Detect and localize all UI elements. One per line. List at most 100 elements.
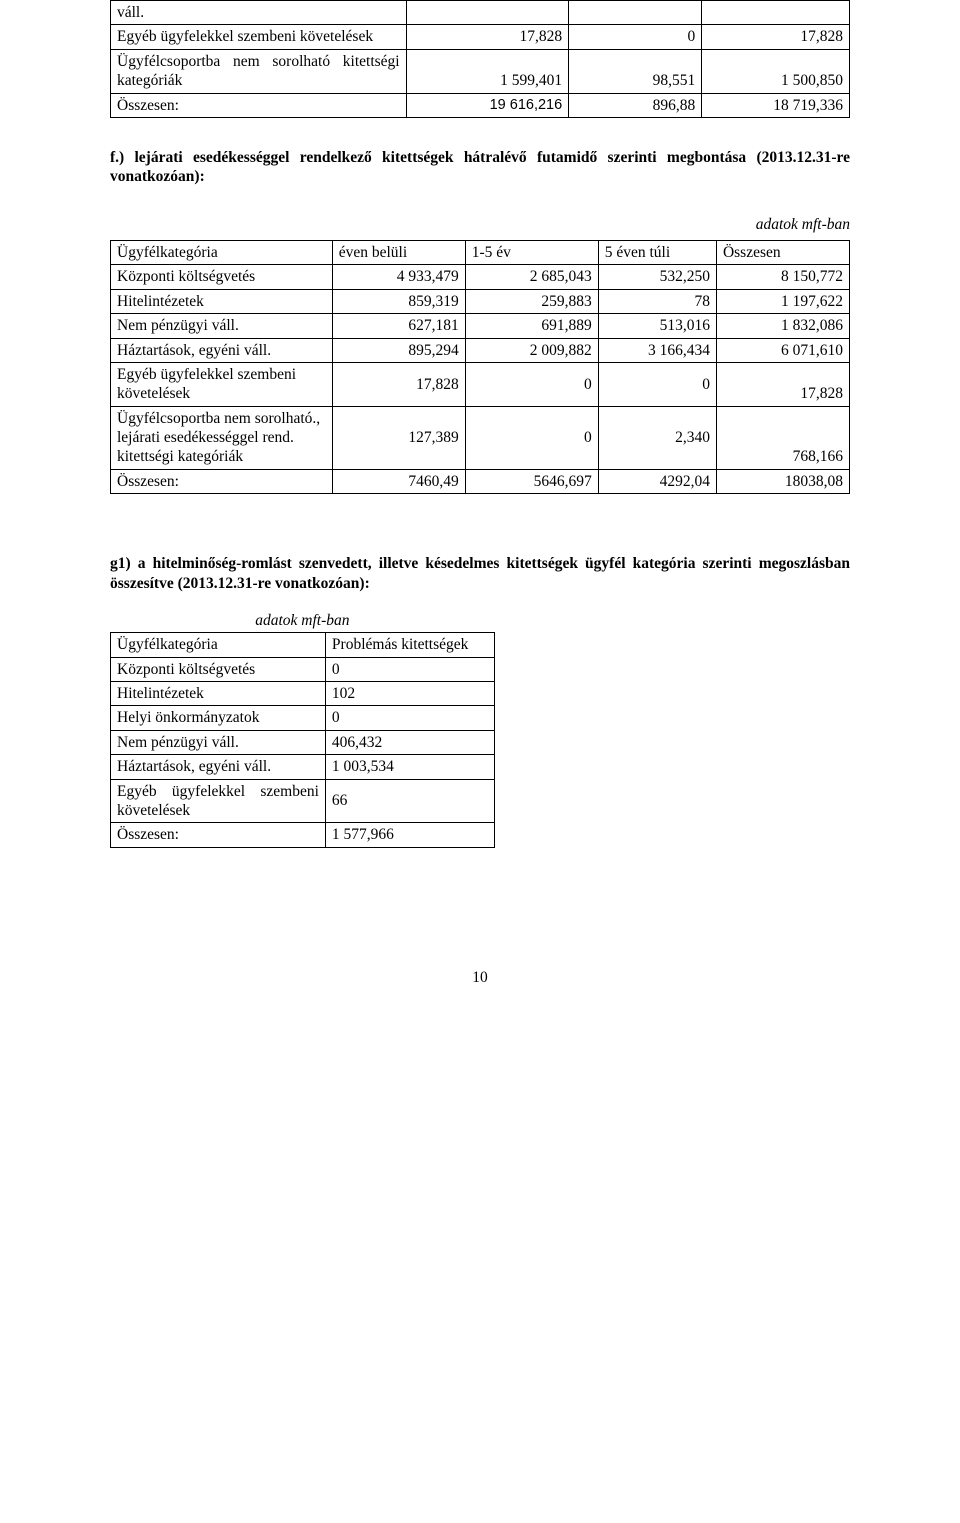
cell: 17,828 xyxy=(406,25,569,49)
table-row: Összesen: 1 577,966 xyxy=(111,823,495,847)
table-row: Nem pénzügyi váll. 627,181 691,889 513,0… xyxy=(111,314,850,338)
cell xyxy=(406,1,569,25)
table-row: Egyéb ügyfelekkel szembeni követelések 1… xyxy=(111,25,850,49)
cell: 406,432 xyxy=(325,730,494,754)
cell: 1 197,622 xyxy=(716,289,849,313)
row-label: Egyéb ügyfelekkel szembeni követelések xyxy=(111,362,333,406)
col-header: Problémás kitettségek xyxy=(325,633,494,657)
cell: 7460,49 xyxy=(332,469,465,493)
table-row: Nem pénzügyi váll. 406,432 xyxy=(111,730,495,754)
col-header: 5 éven túli xyxy=(598,241,716,265)
cell: 8 150,772 xyxy=(716,265,849,289)
row-label: Ügyfélcsoportba nem sorolható., lejárati… xyxy=(111,406,333,469)
cell: 5646,697 xyxy=(465,469,598,493)
row-label: Összesen: xyxy=(111,93,407,117)
table-1: váll. Egyéb ügyfelekkel szembeni követel… xyxy=(110,0,850,118)
cell xyxy=(702,1,850,25)
table-row: váll. xyxy=(111,1,850,25)
col-header: Összesen xyxy=(716,241,849,265)
table-row: Központi költségvetés 0 xyxy=(111,657,495,681)
col-header: 1-5 év xyxy=(465,241,598,265)
row-label: Ügyfélcsoportba nem sorolható kitettségi… xyxy=(111,49,407,93)
row-label: Háztartások, egyéni váll. xyxy=(111,755,326,779)
cell: 0 xyxy=(598,362,716,406)
table-row: Hitelintézetek 859,319 259,883 78 1 197,… xyxy=(111,289,850,313)
cell: 895,294 xyxy=(332,338,465,362)
cell: 0 xyxy=(325,706,494,730)
row-label: Összesen: xyxy=(111,823,326,847)
cell: 18 719,336 xyxy=(702,93,850,117)
col-header: Ügyfélkategória xyxy=(111,633,326,657)
table-header-row: Ügyfélkategória Problémás kitettségek xyxy=(111,633,495,657)
section-f-heading: f.) lejárati esedékességgel rendelkező k… xyxy=(110,148,850,187)
cell: 4292,04 xyxy=(598,469,716,493)
table-row: Hitelintézetek 102 xyxy=(111,682,495,706)
cell: 768,166 xyxy=(716,406,849,469)
table-row: Ügyfélcsoportba nem sorolható kitettségi… xyxy=(111,49,850,93)
page: váll. Egyéb ügyfelekkel szembeni követel… xyxy=(0,0,960,1047)
unit-label: adatok mft-ban xyxy=(110,611,495,630)
cell: 1 003,534 xyxy=(325,755,494,779)
cell: 259,883 xyxy=(465,289,598,313)
section-g1-heading: g1) a hitelminőség-romlást szenvedett, i… xyxy=(110,554,850,593)
table-row: Ügyfélcsoportba nem sorolható., lejárati… xyxy=(111,406,850,469)
cell: 98,551 xyxy=(569,49,702,93)
row-label: Háztartások, egyéni váll. xyxy=(111,338,333,362)
table-row: Egyéb ügyfelekkel szembeni követelések 1… xyxy=(111,362,850,406)
table-row: Háztartások, egyéni váll. 895,294 2 009,… xyxy=(111,338,850,362)
cell: 1 500,850 xyxy=(702,49,850,93)
cell: 18038,08 xyxy=(716,469,849,493)
table-3: Ügyfélkategória Problémás kitettségek Kö… xyxy=(110,632,495,847)
cell: 0 xyxy=(465,406,598,469)
cell: 0 xyxy=(325,657,494,681)
cell: 66 xyxy=(325,779,494,823)
cell: 2 685,043 xyxy=(465,265,598,289)
cell xyxy=(569,1,702,25)
col-header: Ügyfélkategória xyxy=(111,241,333,265)
table-row: Központi költségvetés 4 933,479 2 685,04… xyxy=(111,265,850,289)
cell: 4 933,479 xyxy=(332,265,465,289)
cell: 17,828 xyxy=(332,362,465,406)
page-number: 10 xyxy=(110,968,850,987)
table-header-row: Ügyfélkategória éven belüli 1-5 év 5 éve… xyxy=(111,241,850,265)
cell: 513,016 xyxy=(598,314,716,338)
row-label: Központi költségvetés xyxy=(111,657,326,681)
row-label: Központi költségvetés xyxy=(111,265,333,289)
row-label: Nem pénzügyi váll. xyxy=(111,730,326,754)
row-label: Hitelintézetek xyxy=(111,289,333,313)
cell: 1 577,966 xyxy=(325,823,494,847)
row-label: váll. xyxy=(111,1,407,25)
cell: 2,340 xyxy=(598,406,716,469)
table-2: Ügyfélkategória éven belüli 1-5 év 5 éve… xyxy=(110,240,850,494)
cell: 1 832,086 xyxy=(716,314,849,338)
row-label: Nem pénzügyi váll. xyxy=(111,314,333,338)
table-row: Összesen: 7460,49 5646,697 4292,04 18038… xyxy=(111,469,850,493)
cell: 78 xyxy=(598,289,716,313)
cell: 19 616,216 xyxy=(406,93,569,117)
table-row: Helyi önkormányzatok 0 xyxy=(111,706,495,730)
cell: 0 xyxy=(569,25,702,49)
cell: 896,88 xyxy=(569,93,702,117)
row-label: Egyéb ügyfelekkel szembeni követelések xyxy=(111,779,326,823)
cell: 3 166,434 xyxy=(598,338,716,362)
cell: 2 009,882 xyxy=(465,338,598,362)
row-label: Egyéb ügyfelekkel szembeni követelések xyxy=(111,25,407,49)
cell: 859,319 xyxy=(332,289,465,313)
table-row: Összesen: 19 616,216 896,88 18 719,336 xyxy=(111,93,850,117)
cell: 532,250 xyxy=(598,265,716,289)
cell: 17,828 xyxy=(702,25,850,49)
col-header: éven belüli xyxy=(332,241,465,265)
table-row: Háztartások, egyéni váll. 1 003,534 xyxy=(111,755,495,779)
cell: 627,181 xyxy=(332,314,465,338)
cell: 6 071,610 xyxy=(716,338,849,362)
cell: 1 599,401 xyxy=(406,49,569,93)
cell: 691,889 xyxy=(465,314,598,338)
cell: 17,828 xyxy=(716,362,849,406)
row-label: Összesen: xyxy=(111,469,333,493)
row-label: Helyi önkormányzatok xyxy=(111,706,326,730)
cell: 102 xyxy=(325,682,494,706)
row-label: Hitelintézetek xyxy=(111,682,326,706)
unit-label: adatok mft-ban xyxy=(110,215,850,234)
cell: 0 xyxy=(465,362,598,406)
table-row: Egyéb ügyfelekkel szembeni követelések 6… xyxy=(111,779,495,823)
